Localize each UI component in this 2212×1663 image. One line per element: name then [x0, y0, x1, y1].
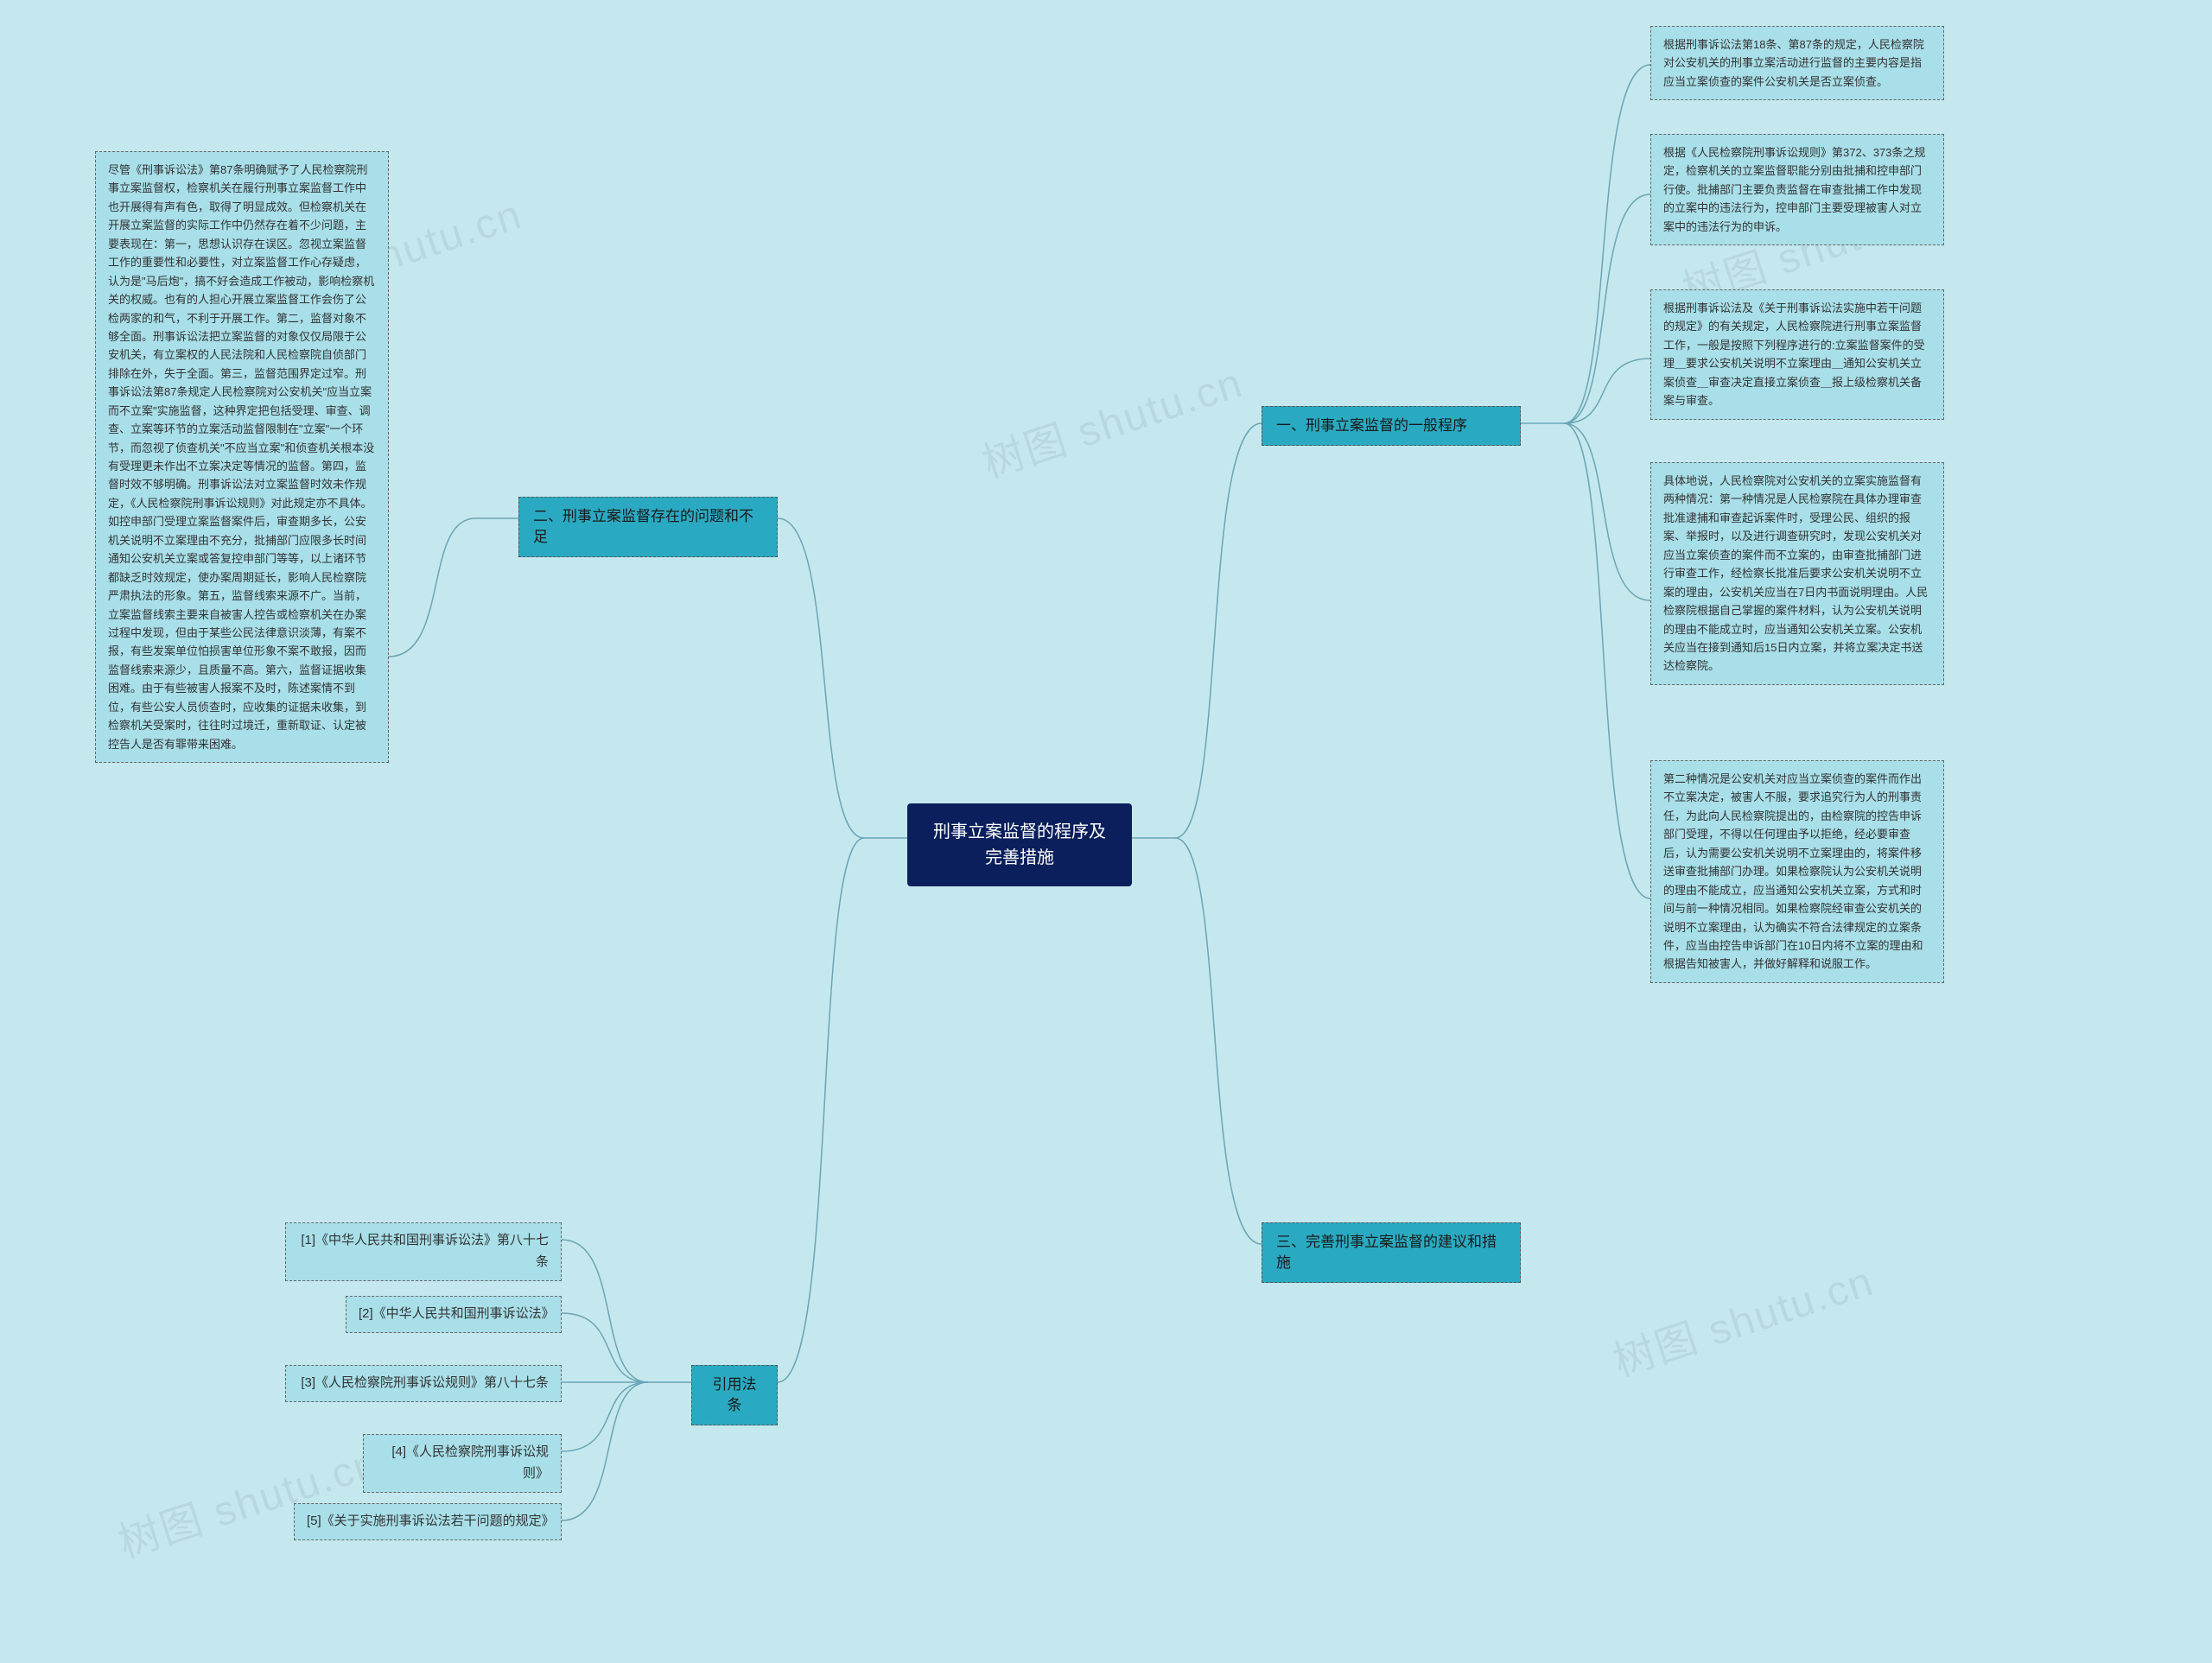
branch-1-leaf-1[interactable]: 根据刑事诉讼法第18条、第87条的规定，人民检察院对公安机关的刑事立案活动进行监… — [1650, 26, 1944, 100]
branch-4-leaf-5[interactable]: [5]《关于实施刑事诉讼法若干问题的规定》 — [294, 1503, 562, 1540]
watermark: 树图 shutu.cn — [974, 348, 1249, 489]
branch-4[interactable]: 引用法条 — [691, 1365, 778, 1425]
branch-1-leaf-4[interactable]: 具体地说，人民检察院对公安机关的立案实施监督有两种情况：第一种情况是人民检察院在… — [1650, 462, 1944, 685]
branch-2-leaf-1[interactable]: 尽管《刑事诉讼法》第87条明确赋予了人民检察院刑事立案监督权，检察机关在履行刑事… — [95, 151, 389, 763]
branch-1-leaf-3[interactable]: 根据刑事诉讼法及《关于刑事诉讼法实施中若干问题的规定》的有关规定，人民检察院进行… — [1650, 289, 1944, 420]
branch-1-leaf-5[interactable]: 第二种情况是公安机关对应当立案侦查的案件而作出不立案决定，被害人不服，要求追究行… — [1650, 760, 1944, 983]
branch-2[interactable]: 二、刑事立案监督存在的问题和不足 — [518, 497, 778, 557]
branch-1[interactable]: 一、刑事立案监督的一般程序 — [1262, 406, 1521, 446]
watermark: 树图 shutu.cn — [110, 1428, 385, 1569]
branch-4-leaf-1[interactable]: [1]《中华人民共和国刑事诉讼法》第八十七条 — [285, 1222, 562, 1281]
root-node[interactable]: 刑事立案监督的程序及完善措施 — [907, 803, 1132, 886]
watermark: 树图 shutu.cn — [1605, 1247, 1880, 1387]
branch-1-leaf-2[interactable]: 根据《人民检察院刑事诉讼规则》第372、373条之规定，检察机关的立案监督职能分… — [1650, 134, 1944, 245]
branch-4-leaf-3[interactable]: [3]《人民检察院刑事诉讼规则》第八十七条 — [285, 1365, 562, 1402]
branch-4-leaf-4[interactable]: [4]《人民检察院刑事诉讼规则》 — [363, 1434, 562, 1493]
branch-3[interactable]: 三、完善刑事立案监督的建议和措施 — [1262, 1222, 1521, 1283]
branch-4-leaf-2[interactable]: [2]《中华人民共和国刑事诉讼法》 — [346, 1296, 562, 1333]
